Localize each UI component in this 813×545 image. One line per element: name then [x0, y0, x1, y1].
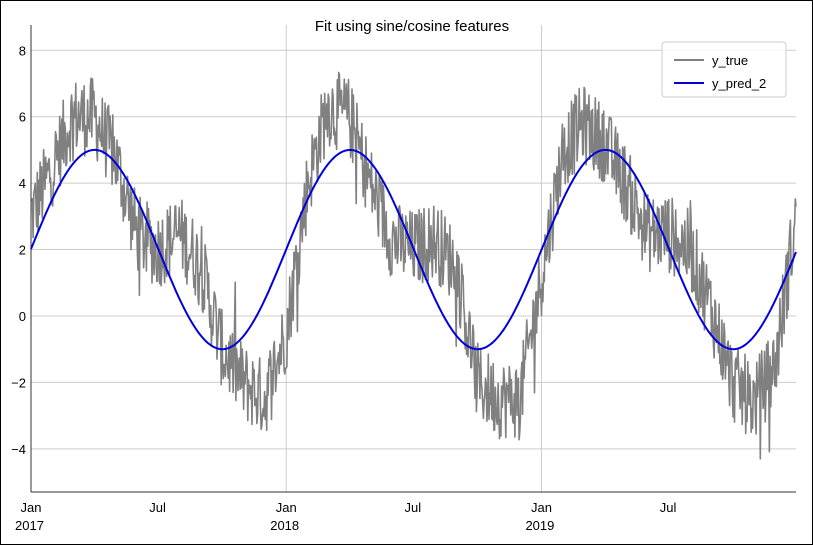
y-tick-label: −2 [11, 375, 26, 390]
series-layer [30, 71, 797, 460]
x-tick-year-label: 2018 [270, 518, 299, 533]
x-tick-label: Jan [531, 500, 552, 515]
y-tick-label: 6 [19, 110, 26, 125]
y-tick-label: −4 [11, 442, 26, 457]
y-tick-label: 0 [19, 309, 26, 324]
x-tick-labels: Jan 2017 Jul Jan 2018 Jul Jan 2019 Jul [15, 500, 676, 533]
axes [30, 25, 796, 493]
x-tick-label: Jan [276, 500, 297, 515]
y-tick-label: 2 [19, 243, 26, 258]
x-tick-year-label: 2017 [15, 518, 44, 533]
chart-title: Fit using sine/cosine features [315, 18, 509, 35]
legend: y_true y_pred_2 [661, 41, 787, 98]
legend-label-y-true: y_true [712, 53, 748, 68]
y-tick-labels: −4 −2 0 2 4 6 8 [11, 43, 26, 457]
series-line-y-pred-2 [30, 148, 797, 351]
y-tick-label: 4 [19, 176, 26, 191]
y-tick-label: 8 [19, 43, 26, 58]
x-tick-label: Jan [21, 500, 42, 515]
legend-label-y-pred-2: y_pred_2 [712, 76, 766, 91]
series-line-y-true [30, 71, 797, 460]
x-tick-year-label: 2019 [525, 518, 554, 533]
x-tick-label: Jul [149, 500, 166, 515]
x-tick-label: Jul [660, 500, 677, 515]
x-tick-label: Jul [404, 500, 421, 515]
